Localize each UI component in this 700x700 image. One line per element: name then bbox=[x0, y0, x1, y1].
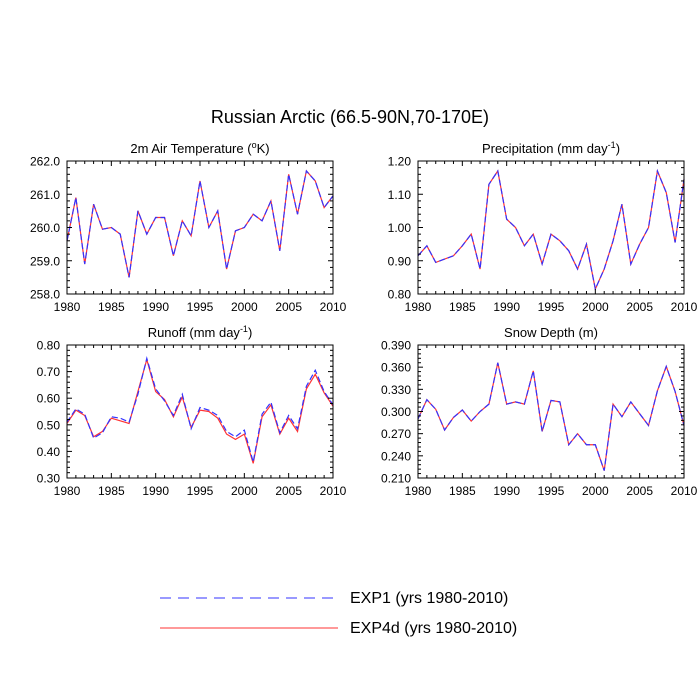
figure-title: Russian Arctic (66.5-90N,70-170E) bbox=[211, 107, 489, 127]
y-tick-label: 262.0 bbox=[30, 155, 60, 169]
series-line-exp4d bbox=[66, 169, 334, 278]
series-line-exp1 bbox=[417, 362, 685, 471]
y-tick-label: 0.210 bbox=[381, 472, 411, 486]
chart-panel-1: 2m Air Temperature (oK) 1980 1985 1990 1995 2… bbox=[30, 140, 347, 314]
x-tick-label: 1990 bbox=[493, 300, 520, 314]
x-tick-label: 1995 bbox=[538, 484, 565, 498]
x-tick-label: 2000 bbox=[231, 300, 258, 314]
chart-title: Precipitation (mm day-1) bbox=[482, 140, 620, 156]
x-tick-label: 1995 bbox=[187, 484, 214, 498]
legend-label-exp1: EXP1 (yrs 1980-2010) bbox=[350, 590, 508, 607]
series-line-exp4d bbox=[417, 168, 685, 291]
chart-title-text: 2m Air Temperature ( bbox=[130, 141, 252, 156]
x-tick-label: 1980 bbox=[405, 484, 432, 498]
x-tick-label: 1990 bbox=[142, 300, 169, 314]
chart-title-sup: -1 bbox=[608, 140, 616, 150]
chart-title-text: Precipitation (mm day bbox=[482, 141, 608, 156]
y-tick-label: 259.0 bbox=[30, 254, 60, 268]
series-line-exp1 bbox=[417, 168, 685, 291]
x-tick-label: 1985 bbox=[449, 300, 476, 314]
plot-frame bbox=[66, 344, 334, 479]
chart-title-sup: o bbox=[252, 140, 257, 150]
series-line-exp4d bbox=[417, 362, 685, 471]
x-tick-label: 1995 bbox=[187, 300, 214, 314]
y-tick-label: 258.0 bbox=[30, 288, 60, 302]
series-line-exp4d bbox=[66, 357, 334, 464]
y-tick-label: 0.70 bbox=[37, 365, 61, 379]
x-tick-label: 1985 bbox=[98, 300, 125, 314]
x-tick-label: 2000 bbox=[231, 484, 258, 498]
chart-title: Snow Depth (m) bbox=[504, 325, 598, 340]
y-tick-label: 0.30 bbox=[37, 472, 61, 486]
chart-title-tail: ) bbox=[248, 325, 252, 340]
y-tick-label: 0.240 bbox=[381, 449, 411, 463]
x-tick-label: 2000 bbox=[582, 484, 609, 498]
chart-title-sup: -1 bbox=[240, 324, 248, 334]
chart-title: Runoff (mm day-1) bbox=[148, 324, 253, 340]
y-tick-label: 0.40 bbox=[37, 445, 61, 459]
y-tick-label: 0.80 bbox=[37, 339, 61, 353]
y-tick-label: 261.0 bbox=[30, 188, 60, 202]
y-tick-label: 0.60 bbox=[37, 392, 61, 406]
panels: 2m Air Temperature (oK) 1980 1985 1990 1995 2… bbox=[30, 140, 698, 498]
y-tick-label: 0.50 bbox=[37, 418, 61, 432]
x-tick-label: 2010 bbox=[320, 300, 347, 314]
y-tick-label: 260.0 bbox=[30, 221, 60, 235]
chart-title-tail: K) bbox=[257, 141, 270, 156]
x-tick-label: 2005 bbox=[626, 300, 653, 314]
x-tick-label: 2005 bbox=[626, 484, 653, 498]
legend-label-exp4d: EXP4d (yrs 1980-2010) bbox=[350, 620, 517, 637]
legend: EXP1 (yrs 1980-2010) EXP4d (yrs 1980-2010… bbox=[160, 590, 517, 637]
x-tick-label: 1990 bbox=[142, 484, 169, 498]
x-tick-label: 2010 bbox=[671, 484, 698, 498]
series-line-exp1 bbox=[66, 355, 334, 463]
plot-frame bbox=[417, 344, 685, 479]
x-tick-label: 1980 bbox=[54, 484, 81, 498]
y-tick-label: 0.330 bbox=[381, 383, 411, 397]
series-line-exp1 bbox=[66, 169, 334, 278]
x-tick-label: 2010 bbox=[671, 300, 698, 314]
x-tick-label: 1990 bbox=[493, 484, 520, 498]
chart-panel-2: Precipitation (mm day-1) 1980 1985 1990 1995… bbox=[388, 140, 698, 314]
chart-title-text: Snow Depth (m) bbox=[504, 325, 598, 340]
x-tick-label: 1980 bbox=[405, 300, 432, 314]
plot-frame bbox=[417, 160, 685, 295]
x-tick-label: 2000 bbox=[582, 300, 609, 314]
x-tick-label: 1985 bbox=[98, 484, 125, 498]
x-tick-label: 1995 bbox=[538, 300, 565, 314]
x-tick-label: 1985 bbox=[449, 484, 476, 498]
y-tick-label: 0.300 bbox=[381, 405, 411, 419]
x-tick-label: 2005 bbox=[275, 484, 302, 498]
y-tick-label: 0.270 bbox=[381, 427, 411, 441]
chart-title-tail: ) bbox=[616, 141, 620, 156]
y-tick-label: 0.80 bbox=[388, 288, 412, 302]
x-tick-label: 2005 bbox=[275, 300, 302, 314]
chart-title-text: Runoff (mm day bbox=[148, 325, 241, 340]
y-tick-label: 1.00 bbox=[388, 221, 412, 235]
y-tick-label: 1.10 bbox=[388, 188, 412, 202]
chart-title: 2m Air Temperature (oK) bbox=[130, 140, 269, 156]
y-tick-label: 0.390 bbox=[381, 339, 411, 353]
y-tick-label: 0.90 bbox=[388, 254, 412, 268]
y-tick-label: 1.20 bbox=[388, 155, 412, 169]
chart-panel-4: Snow Depth (m) 1980 1985 1990 1995 2000 2005 20… bbox=[381, 325, 698, 498]
x-tick-label: 2010 bbox=[320, 484, 347, 498]
y-tick-label: 0.360 bbox=[381, 361, 411, 375]
chart-panel-3: Runoff (mm day-1) 1980 1985 1990 1995 2000 200… bbox=[37, 324, 347, 498]
x-tick-label: 1980 bbox=[54, 300, 81, 314]
